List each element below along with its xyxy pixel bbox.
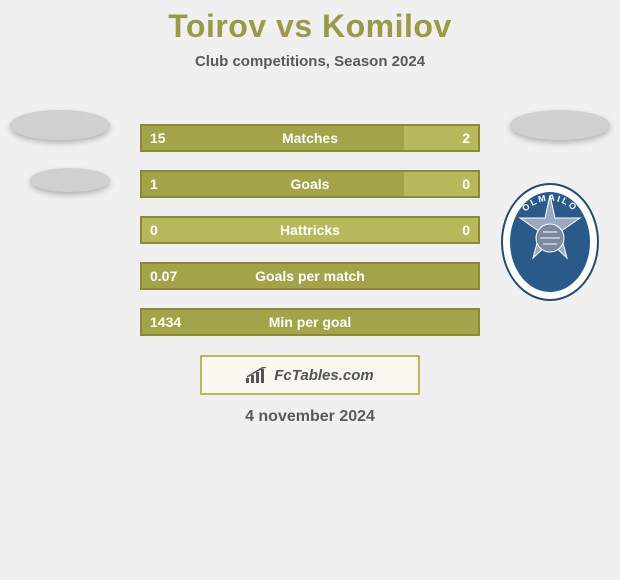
chart-icon [246,367,268,383]
stat-row: 0.07 Goals per match [140,262,480,290]
stat-bar-left [142,172,404,196]
stat-label: Min per goal [269,314,351,330]
stat-value-left: 0.07 [150,268,177,284]
stat-bar-left [142,126,404,150]
stat-label: Goals [291,176,330,192]
stat-row: 1434 Min per goal [140,308,480,336]
stat-value-right: 0 [462,222,470,238]
ellipse-icon [10,110,110,140]
stat-label: Hattricks [280,222,340,238]
stat-label: Goals per match [255,268,365,284]
stat-row: 0 0 Hattricks [140,216,480,244]
stat-value-left: 0 [150,222,158,238]
stat-label: Matches [282,130,338,146]
player-left-badge [10,110,110,192]
ellipse-icon [510,110,610,140]
stat-row: 1 0 Goals [140,170,480,198]
footer-date: 4 november 2024 [0,408,620,426]
player-right-badge [510,110,610,140]
stat-value-left: 1434 [150,314,181,330]
stats-bars: 15 2 Matches 1 0 Goals 0 0 Hattricks 0.07 Goals pe… [140,124,480,354]
watermark-text: FcTables.com [274,367,373,384]
stat-value-right: 0 [462,176,470,192]
stat-value-left: 15 [150,130,166,146]
stat-value-left: 1 [150,176,158,192]
stat-row: 15 2 Matches [140,124,480,152]
ellipse-icon [30,168,110,192]
page-title: Toirov vs Komilov [0,0,620,45]
club-crest-icon: OLMAILO [495,180,605,305]
watermark: FcTables.com [200,355,420,395]
page-subtitle: Club competitions, Season 2024 [0,53,620,70]
stat-value-right: 2 [462,130,470,146]
